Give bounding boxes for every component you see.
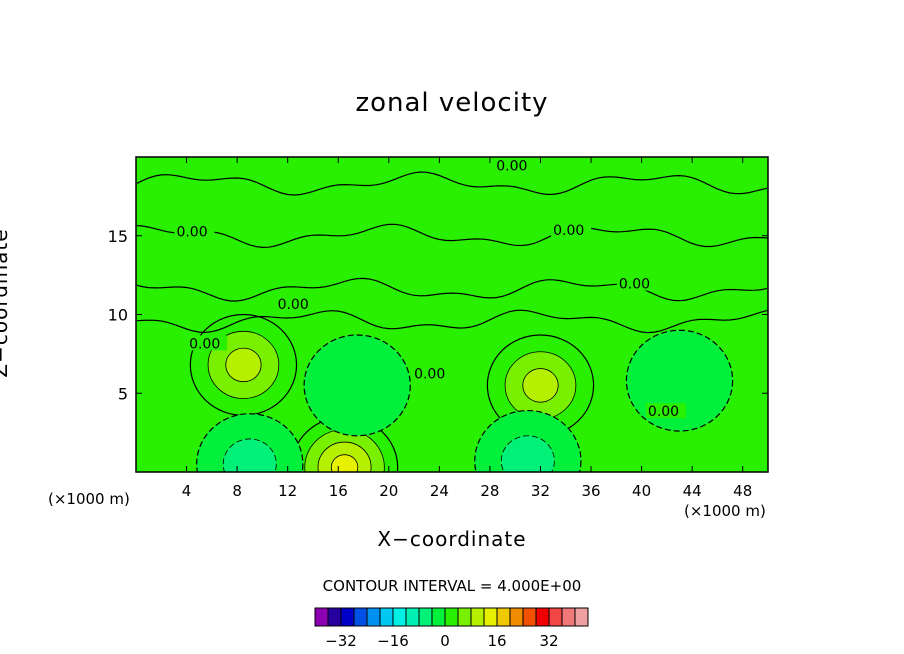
x-tick-label: 20: [379, 482, 398, 500]
x-axis-label: X−coordinate: [377, 527, 527, 551]
colorbar-tick-label: 16: [487, 632, 506, 650]
colorbar-swatch: [340, 607, 355, 627]
zero-contour-1: [136, 223, 768, 249]
contour-interval-text: CONTOUR INTERVAL = 4.000E+00: [322, 577, 582, 595]
colorbar-swatch: [314, 607, 329, 627]
y-tick-label: 10: [108, 306, 128, 325]
colorbar-swatch: [483, 607, 498, 627]
colorbar-swatch: [418, 607, 433, 627]
colorbar-swatch: [470, 607, 485, 627]
y-tick-label: 15: [108, 227, 128, 246]
x-tick-label: 12: [278, 482, 297, 500]
colorbar-swatch: [561, 607, 576, 627]
x-tick-label: 8: [232, 482, 242, 500]
x-tick-label: 32: [531, 482, 550, 500]
colorbar-swatch: [379, 607, 394, 627]
contour-label-bg: [174, 223, 215, 239]
chart-title: zonal velocity: [355, 88, 549, 118]
colorbar-swatch: [535, 607, 550, 627]
colorbar-swatch: [366, 607, 381, 627]
contour-fill-5-1: [303, 334, 411, 437]
contour-label: 0.00: [496, 158, 527, 174]
colorbar-swatch: [548, 607, 563, 627]
colorbar-swatch: [353, 607, 368, 627]
contour-label-bg: [275, 296, 316, 312]
colorbar-swatch: [457, 607, 472, 627]
contour-fill-3-2: [222, 438, 277, 472]
contour-label: 0.00: [189, 336, 220, 352]
colorbar-swatch: [509, 607, 524, 627]
x-tick-label: 16: [329, 482, 348, 500]
x-unit-left: (×1000 m): [48, 490, 130, 508]
contour-label: 0.00: [176, 225, 207, 241]
colorbar-swatch: [574, 607, 589, 627]
x-unit-right: (×1000 m): [684, 502, 766, 520]
x-tick-label: 40: [632, 482, 651, 500]
contour-label-bg: [645, 403, 686, 419]
zero-contour-3: [136, 309, 768, 334]
contour-label: 0.00: [278, 297, 309, 313]
colorbar-tick-label: 32: [539, 632, 558, 650]
colorbar-swatch: [444, 607, 459, 627]
contour-fill-1-3: [522, 368, 559, 403]
contour-label: 0.00: [648, 404, 679, 420]
contour-label-bg: [187, 335, 228, 351]
colorbar-tick-label: 0: [440, 632, 450, 650]
x-tick-label: 4: [182, 482, 192, 500]
y-tick-label: 5: [118, 384, 128, 403]
colorbar-swatch: [327, 607, 342, 627]
x-tick-label: 48: [733, 482, 752, 500]
x-tick-label: 44: [683, 482, 702, 500]
x-tick-label: 24: [430, 482, 449, 500]
zero-contour-0: [136, 171, 768, 196]
contour-label-bg: [494, 157, 535, 173]
contour-label-bg: [616, 275, 657, 291]
colorbar-swatch: [522, 607, 537, 627]
colorbar-swatch: [496, 607, 511, 627]
zero-contour-2: [136, 277, 768, 302]
colorbar-swatch: [392, 607, 407, 627]
contour-fill-2-4: [330, 454, 359, 472]
colorbar-swatch: [405, 607, 420, 627]
contour-fill-4-2: [500, 435, 555, 472]
contour-label: 0.00: [619, 277, 650, 293]
contour-fill-0-3: [225, 347, 262, 383]
x-tick-label: 28: [480, 482, 499, 500]
colorbar-swatch: [431, 607, 446, 627]
x-tick-label: 36: [581, 482, 600, 500]
colorbar-tick-label: −32: [325, 632, 357, 650]
y-axis-label: Z−coordinate: [0, 228, 12, 378]
colorbar-tick-label: −16: [377, 632, 409, 650]
contour-label-bg: [412, 365, 453, 381]
contour-label: 0.00: [553, 223, 584, 239]
contour-label-bg: [551, 222, 592, 238]
contour-label: 0.00: [414, 366, 445, 382]
